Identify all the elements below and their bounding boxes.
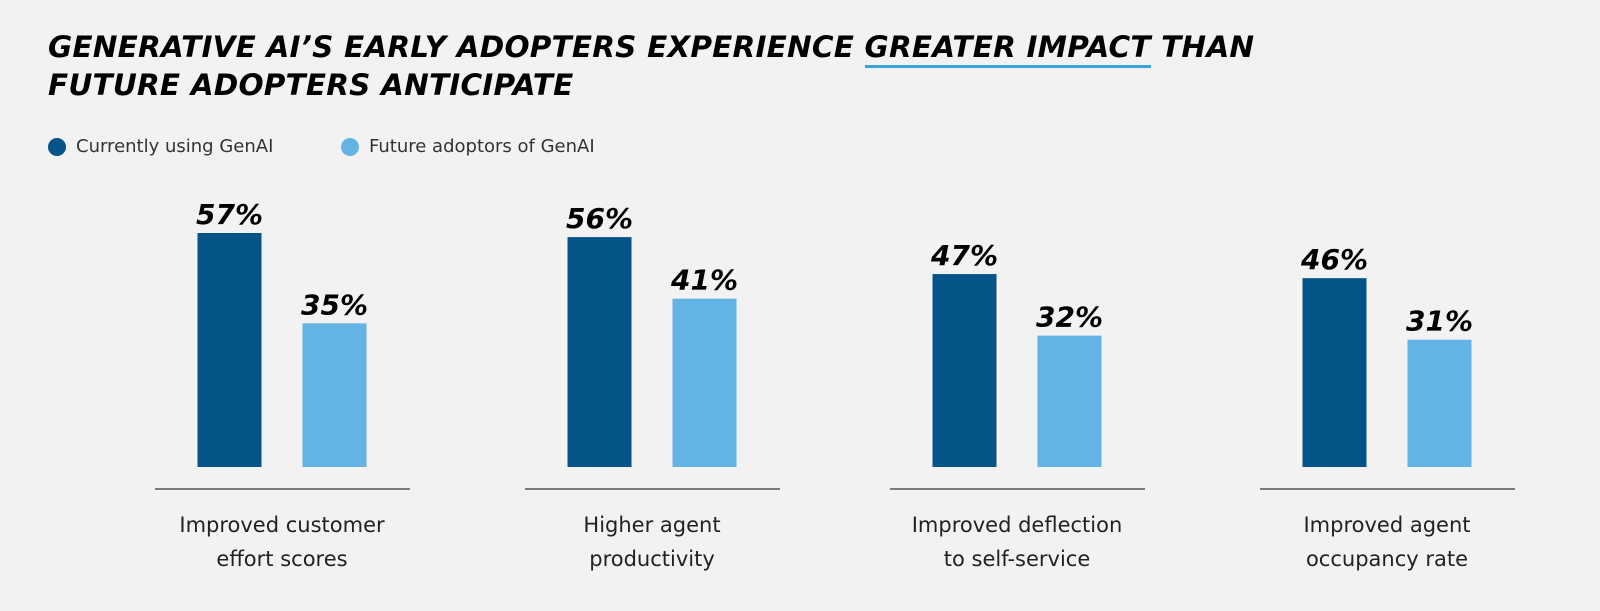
value-label-currently-using-genai-improved-agent-occupancy-rate: 46%	[1300, 243, 1368, 276]
category-label-improved-deflection-to-self-service-line-1: Improved deflection	[912, 513, 1123, 537]
title-highlight: GREATER IMPACT	[864, 30, 1151, 68]
bar-currently-using-genai-improved-agent-occupancy-rate	[1302, 278, 1367, 467]
bar-currently-using-genai-improved-deflection-to-self-service	[932, 274, 997, 467]
bar-future-adoptors-of-genai-improved-customer-effort-scores	[302, 323, 367, 467]
title-suffix: THAN FUTURE ADOPTERS ANTICIPATE	[48, 30, 1255, 102]
category-label-improved-customer-effort-scores-line-1: Improved customer	[179, 513, 385, 537]
legend-label-current: Currently using GenAI	[76, 136, 274, 157]
category-label-improved-agent-occupancy-rate-line-2: occupancy rate	[1306, 547, 1468, 571]
bar-currently-using-genai-higher-agent-productivity	[567, 237, 632, 467]
category-label-improved-agent-occupancy-rate-line-1: Improved agent	[1303, 513, 1470, 537]
value-label-future-adoptors-of-genai-improved-deflection-to-self-service: 32%	[1036, 301, 1103, 334]
category-label-improved-deflection-to-self-service-line-2: to self-service	[944, 547, 1091, 571]
value-label-future-adoptors-of-genai-improved-customer-effort-scores: 35%	[301, 288, 368, 321]
chart-title: GENERATIVE AI’S EARLY ADOPTERS EXPERIENC…	[48, 28, 1368, 104]
bar-currently-using-genai-improved-customer-effort-scores	[197, 233, 262, 467]
bar-future-adoptors-of-genai-higher-agent-productivity	[672, 298, 737, 467]
category-label-higher-agent-productivity-line-2: productivity	[589, 547, 715, 571]
category-label-improved-customer-effort-scores-line-2: effort scores	[216, 547, 347, 571]
bar-future-adoptors-of-genai-improved-agent-occupancy-rate	[1407, 339, 1472, 467]
value-label-currently-using-genai-improved-customer-effort-scores: 57%	[196, 198, 263, 231]
bar-future-adoptors-of-genai-improved-deflection-to-self-service	[1037, 335, 1102, 467]
value-label-currently-using-genai-higher-agent-productivity: 56%	[566, 202, 633, 235]
legend-label-future: Future adoptors of GenAI	[369, 136, 595, 157]
category-label-higher-agent-productivity-line-1: Higher agent	[583, 513, 720, 537]
value-label-future-adoptors-of-genai-higher-agent-productivity: 41%	[670, 264, 738, 297]
legend-dot-current	[48, 138, 66, 156]
title-prefix: GENERATIVE AI’S EARLY ADOPTERS EXPERIENC…	[48, 30, 865, 64]
legend-dot-future	[341, 138, 359, 156]
value-label-currently-using-genai-improved-deflection-to-self-service: 47%	[930, 239, 998, 272]
value-label-future-adoptors-of-genai-improved-agent-occupancy-rate: 31%	[1406, 305, 1473, 338]
